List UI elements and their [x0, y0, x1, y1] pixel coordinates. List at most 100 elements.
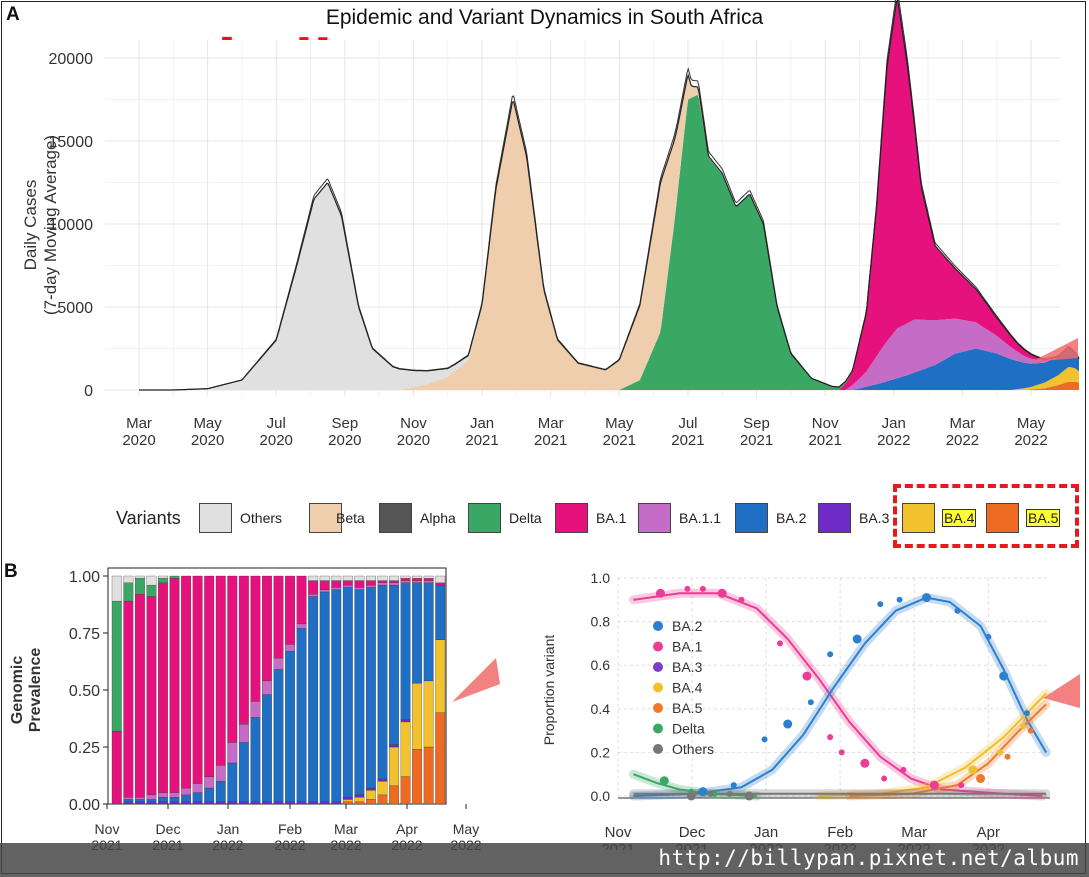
point-ba-1: [929, 780, 939, 790]
area-series-ba-1: [139, 0, 1079, 390]
bar-segment-ba-2: [215, 781, 226, 802]
x-tick-label-a-year: 2021: [465, 432, 498, 449]
point-ba-2: [877, 601, 884, 608]
y-tick-label-b: 0.75: [69, 626, 100, 643]
bar-segment-ba-1: [319, 580, 330, 590]
x-tick-label-a-month: Mar: [949, 415, 975, 432]
legend-c-label-delta: Delta: [672, 721, 705, 737]
bar-segment-ba-5: [423, 746, 434, 805]
bar-segment-ba-2: [423, 582, 434, 682]
legend-swatch-ba-3: [818, 503, 851, 533]
legend-swatch-ba-2: [735, 503, 768, 533]
bar-segment-others: [365, 575, 376, 581]
bar-b-week-5: [158, 575, 168, 805]
legend-swatch-ba-5: [986, 503, 1019, 533]
bar-segment-others: [158, 575, 168, 579]
bar-segment-ba-3: [123, 801, 134, 805]
bar-segment-ba-3: [331, 801, 342, 805]
watermark-text: http://billypan.pixnet.net/album: [658, 846, 1079, 870]
point-ba-2: [1023, 710, 1030, 717]
bar-segment-ba-2: [285, 651, 295, 802]
bar-b-week-15: [273, 575, 284, 805]
bar-segment-ba-3: [308, 801, 319, 805]
bar-segment-ba-1-1: [262, 680, 272, 695]
point-ba-1: [860, 758, 870, 768]
watermark-bar: http://billypan.pixnet.net/album: [0, 843, 1089, 877]
bar-segment-ba-1-1: [331, 587, 342, 590]
bar-segment-ba-1: [285, 575, 295, 645]
y-axis-label-b-line1: Genomic: [9, 656, 26, 725]
y-tick-label-a: 10000: [49, 217, 94, 234]
bar-segment-ba-5: [342, 801, 353, 805]
bar-segment-others: [400, 575, 411, 579]
panel-a-area-chart: 05000100001500020000Mar2020May2020Jul202…: [21, 0, 1080, 449]
x-tick-label-b-month: May: [453, 821, 479, 837]
bar-segment-ba-4: [400, 721, 411, 777]
y-tick-label-c: 0.2: [591, 744, 611, 760]
bar-segment-ba-1-1: [238, 724, 249, 743]
bar-segment-ba-1-1: [134, 797, 145, 800]
bar-segment-ba-3: [377, 778, 388, 782]
bar-b-week-16: [285, 575, 295, 805]
bar-segment-ba-1: [377, 580, 388, 583]
point-ba-2: [761, 736, 768, 743]
arrow-pointer-b: [452, 658, 500, 702]
bar-segment-ba-1-1: [250, 701, 261, 718]
x-tick-label-b-month: Dec: [156, 821, 181, 837]
x-tick-label-c-month: Jan: [754, 824, 778, 841]
bar-segment-ba-1-1: [319, 589, 330, 593]
bar-segment-ba-4: [389, 746, 399, 786]
y-tick-label-c: 0.0: [591, 788, 611, 804]
bar-segment-ba-2: [169, 797, 180, 802]
point-ba-2: [807, 699, 814, 706]
bar-segment-ba-1-1: [377, 582, 388, 586]
point-others: [744, 791, 754, 801]
bar-segment-ba-4: [423, 680, 434, 748]
panel-b-letter: B: [4, 561, 18, 582]
point-ba-2: [783, 719, 793, 729]
bar-segment-ba-1: [262, 575, 272, 682]
point-ba-1: [881, 775, 888, 782]
point-ba-5: [1004, 753, 1011, 760]
bar-segment-delta: [134, 578, 145, 595]
variants-legend: Variants Others Beta Alpha Delta BA.1 BA.1.1 B…: [0, 498, 1089, 542]
bar-segment-ba-1-1: [389, 582, 399, 586]
x-tick-label-b-month: Feb: [278, 821, 302, 837]
bar-segment-ba-1: [250, 575, 261, 702]
point-others: [686, 791, 696, 801]
x-tick-label-a-month: Jan: [470, 415, 494, 432]
legend-c-dot-ba-2: [653, 621, 663, 631]
bar-segment-others: [435, 575, 446, 583]
x-tick-label-c-month: Dec: [679, 824, 706, 841]
x-tick-label-a-year: 2021: [671, 432, 704, 449]
point-ba-1: [838, 749, 845, 756]
bar-b-week-1: [111, 575, 122, 805]
x-tick-label-a-year: 2020: [397, 432, 430, 449]
y-tick-label-b: 0.25: [69, 740, 100, 757]
point-ba-1: [802, 671, 812, 681]
bar-segment-ba-3: [227, 801, 238, 805]
x-tick-label-a-year: 2022: [877, 432, 910, 449]
bar-b-week-19: [319, 575, 330, 805]
bar-segment-delta: [123, 582, 134, 602]
bar-segment-ba-1-1: [204, 776, 215, 789]
bar-segment-ba-3: [158, 801, 168, 805]
arrow-pointer-c: [1043, 674, 1080, 708]
point-ba-1: [777, 640, 783, 647]
bar-segment-ba-4: [342, 799, 353, 802]
bar-segment-others: [308, 575, 319, 581]
bar-segment-ba-2: [134, 799, 145, 802]
y-tick-label-c: 0.4: [591, 701, 611, 717]
x-tick-label-a-month: May: [1017, 415, 1046, 432]
bar-segment-ba-3: [215, 801, 226, 805]
legend-swatch-delta: [468, 503, 501, 533]
bar-segment-ba-1-1: [423, 580, 434, 583]
legend-title: Variants: [116, 508, 181, 528]
legend-swatch-ba-1: [555, 503, 588, 533]
y-axis-label-c-text: Proportion variant: [541, 635, 557, 746]
y-axis-label-a: Daily Cases (7-day Moving Average): [21, 135, 60, 315]
x-tick-label-a-month: May: [193, 415, 222, 432]
panel-c-scatter-chart: 0.00.20.40.60.81.0Nov2021Dec2021Jan2022F…: [541, 570, 1080, 850]
x-tick-label-a-month: Jul: [678, 415, 697, 432]
arrow-pointer-a: [1031, 338, 1078, 362]
